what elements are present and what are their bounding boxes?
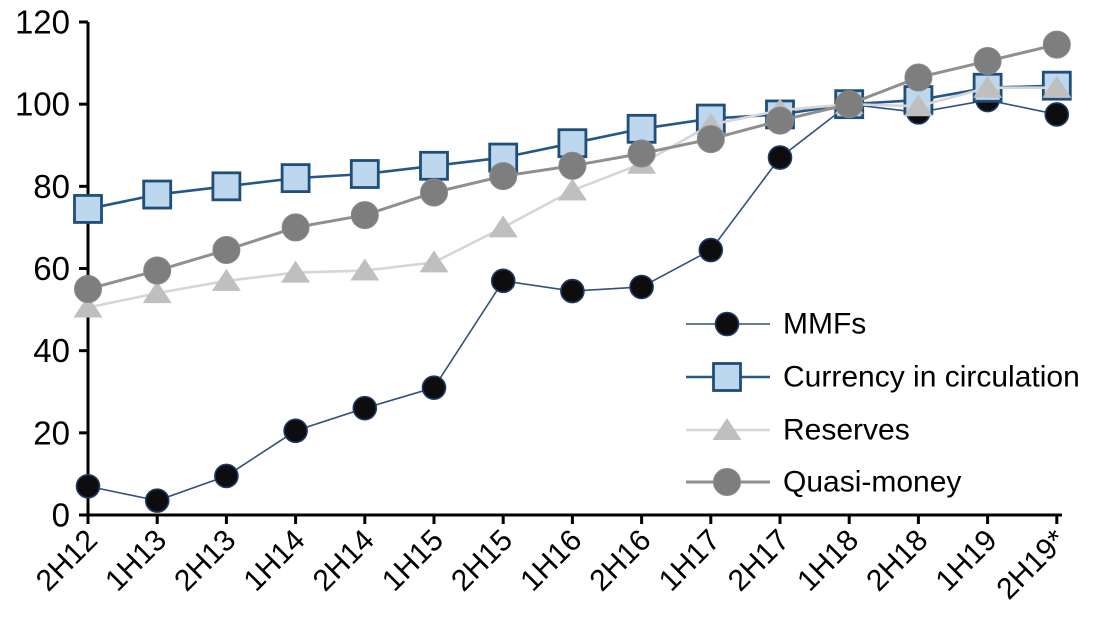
y-tick-label: 120 xyxy=(15,4,70,41)
x-tick-label: 2H12 xyxy=(30,524,104,598)
legend-item-quasi: Quasi-money xyxy=(686,466,961,499)
y-tick-label: 100 xyxy=(15,86,70,123)
marker-mmfs-1H16 xyxy=(560,278,585,304)
marker-mmfs-2H13 xyxy=(214,463,239,489)
legend-label-mmfs: MMFs xyxy=(783,308,866,341)
legend-item-currency: Currency in circulation xyxy=(686,361,1080,394)
marker-reserves-2H13 xyxy=(211,268,241,291)
marker-mmfs-2H19* xyxy=(1044,102,1070,127)
marker-currency-1H13 xyxy=(142,179,173,210)
x-tick-label: 2H15 xyxy=(445,524,519,598)
x-tick-label: 2H16 xyxy=(584,524,658,598)
marker-quasi-2H17 xyxy=(766,106,794,135)
marker-currency-2H13 xyxy=(211,171,242,202)
marker-reserves-2H12 xyxy=(73,295,103,318)
x-tick-label: 2H14 xyxy=(307,524,381,598)
y-tick-label: 80 xyxy=(33,168,70,205)
legend-marker-mmfs xyxy=(714,311,740,337)
marker-reserves-2H15 xyxy=(488,215,518,238)
legend-label-quasi: Quasi-money xyxy=(783,466,961,499)
marker-currency-2H12 xyxy=(73,194,103,224)
marker-quasi-2H14 xyxy=(350,201,379,230)
y-tick-label: 20 xyxy=(33,414,70,451)
legend: MMFs Currency in circulation Reserves Quasi… xyxy=(686,308,1080,499)
marker-mmfs-2H14 xyxy=(352,395,378,421)
marker-reserves-1H15 xyxy=(419,250,449,273)
marker-currency-2H16 xyxy=(626,113,657,144)
x-tick-label: 2H13 xyxy=(168,524,242,598)
marker-mmfs-1H15 xyxy=(421,375,447,400)
legend-label-currency: Currency in circulation xyxy=(783,361,1080,394)
legend-item-reserves: Reserves xyxy=(686,414,910,447)
y-tick-label: 60 xyxy=(33,250,70,287)
marker-reserves-1H19 xyxy=(973,75,1003,98)
marker-mmfs-2H16 xyxy=(629,274,654,300)
marker-quasi-1H16 xyxy=(558,151,587,180)
marker-reserves-1H14 xyxy=(281,260,311,283)
marker-quasi-1H19 xyxy=(973,47,1002,76)
legend-marker-currency xyxy=(712,362,742,392)
legend-item-mmfs: MMFs xyxy=(686,308,866,341)
legend-label-reserves: Reserves xyxy=(783,414,910,447)
x-tick-label: 1H18 xyxy=(791,524,865,598)
marker-quasi-2H16 xyxy=(627,139,656,168)
y-tick-label: 0 xyxy=(52,497,70,534)
marker-reserves-2H19* xyxy=(1042,75,1072,98)
x-tick-label: 2H19* xyxy=(990,523,1073,606)
x-tick-label: 1H15 xyxy=(376,524,450,598)
series-quasi xyxy=(74,30,1071,304)
marker-quasi-1H18 xyxy=(835,90,864,119)
marker-quasi-2H13 xyxy=(212,236,241,265)
marker-quasi-1H14 xyxy=(281,213,310,242)
x-tick-label: 2H18 xyxy=(860,524,934,598)
marker-mmfs-2H15 xyxy=(490,268,516,294)
marker-mmfs-2H12 xyxy=(75,473,101,499)
y-tick-label: 40 xyxy=(33,332,70,369)
marker-quasi-1H15 xyxy=(420,178,448,207)
marker-currency-2H14 xyxy=(349,159,380,189)
x-tick-label: 1H17 xyxy=(653,524,727,598)
marker-quasi-2H15 xyxy=(489,162,518,191)
x-tick-label: 1H16 xyxy=(514,524,588,598)
x-tick-label: 1H13 xyxy=(99,524,173,598)
legend-marker-quasi xyxy=(713,468,741,496)
marker-quasi-1H17 xyxy=(696,125,725,154)
x-tick-label: 1H19 xyxy=(930,524,1004,598)
legend-marker-reserves xyxy=(712,418,742,440)
marker-mmfs-1H13 xyxy=(144,488,170,513)
x-tick-label: 2H17 xyxy=(722,524,796,598)
x-tick-label: 1H14 xyxy=(238,524,312,598)
marker-reserves-2H18 xyxy=(903,94,933,117)
marker-currency-1H14 xyxy=(280,163,311,194)
marker-reserves-2H14 xyxy=(350,258,380,281)
marker-currency-1H15 xyxy=(419,150,449,181)
marker-quasi-2H18 xyxy=(904,63,933,92)
marker-mmfs-1H17 xyxy=(698,237,724,263)
marker-reserves-1H16 xyxy=(557,178,587,201)
marker-quasi-2H19* xyxy=(1042,30,1071,59)
marker-quasi-2H12 xyxy=(74,275,102,304)
marker-mmfs-1H14 xyxy=(283,418,308,444)
marker-mmfs-2H17 xyxy=(767,145,793,170)
marker-quasi-1H13 xyxy=(143,256,172,285)
marker-reserves-1H13 xyxy=(142,281,172,304)
